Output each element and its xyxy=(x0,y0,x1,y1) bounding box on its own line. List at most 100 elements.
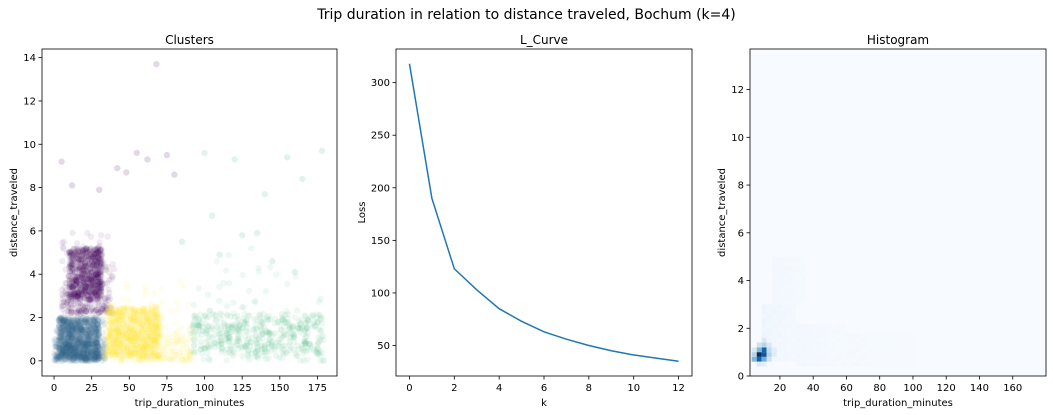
scatter-point xyxy=(87,274,94,281)
histogram-haze-cell xyxy=(801,266,807,271)
lcurve-frame xyxy=(395,48,693,377)
histogram-haze-cell xyxy=(886,356,892,362)
scatter-point xyxy=(83,271,91,278)
scatter-point xyxy=(155,353,163,360)
histogram-haze-cell xyxy=(891,347,897,353)
histogram-haze-cell xyxy=(911,333,917,338)
histogram-haze-cell xyxy=(886,337,892,343)
scatter-point xyxy=(73,252,80,259)
scatter-point xyxy=(80,275,88,283)
scatter-point xyxy=(308,313,315,321)
histogram-haze-cell xyxy=(861,352,867,357)
scatter-point xyxy=(194,332,201,339)
histogram-haze-cell xyxy=(781,352,787,357)
x-tick-label: 2 xyxy=(451,383,457,394)
histogram-haze-cell xyxy=(831,342,837,348)
scatter-point xyxy=(119,295,126,302)
scatter-point xyxy=(265,355,272,362)
scatter-point xyxy=(66,281,73,288)
scatter-point xyxy=(81,262,88,269)
scatter-point xyxy=(65,249,73,256)
scatter-outlier-point xyxy=(284,154,291,161)
histogram-haze-cell xyxy=(801,294,807,300)
histogram-haze-cell xyxy=(796,333,802,338)
scatter-point xyxy=(64,289,71,297)
scatter-point xyxy=(103,280,111,287)
scatter-point xyxy=(88,305,96,312)
scatter-point xyxy=(73,256,81,263)
scatter-point xyxy=(105,276,113,284)
scatter-point xyxy=(68,292,76,299)
scatter-point xyxy=(59,299,66,307)
scatter-point xyxy=(106,309,113,316)
scatter-point xyxy=(74,294,81,301)
scatter-point xyxy=(99,280,107,287)
scatter-point xyxy=(105,297,112,304)
histogram-haze-cell xyxy=(861,333,867,338)
histogram-haze-cell xyxy=(811,352,817,357)
scatter-point xyxy=(74,277,81,285)
histogram-xlabel: trip_duration_minutes xyxy=(843,398,953,409)
x-tick-label: 140 xyxy=(970,383,989,394)
scatter-point xyxy=(215,331,222,338)
lcurve-xlabel: k xyxy=(541,398,547,409)
histogram-haze-cell xyxy=(911,347,917,353)
scatter-point xyxy=(75,258,82,266)
scatter-point xyxy=(58,303,65,310)
scatter-point xyxy=(66,293,73,301)
scatter-point xyxy=(86,276,94,283)
scatter-point xyxy=(87,276,95,283)
scatter-point xyxy=(91,278,98,285)
scatter-point xyxy=(76,280,83,288)
y-tick-label: 2 xyxy=(30,313,36,324)
scatter-point xyxy=(75,289,82,297)
scatter-point xyxy=(70,335,77,342)
histogram-bin xyxy=(751,347,757,353)
histogram-haze-cell xyxy=(801,323,807,329)
scatter-point xyxy=(68,294,75,301)
scatter-point xyxy=(98,285,105,292)
histogram-haze-cell xyxy=(841,337,847,343)
scatter-point xyxy=(77,273,84,280)
scatter-point xyxy=(97,289,104,296)
scatter-point xyxy=(81,253,88,261)
histogram-haze-cell xyxy=(796,280,802,286)
scatter-point xyxy=(94,271,101,278)
x-tick-label: 150 xyxy=(270,383,289,394)
scatter-point xyxy=(85,288,92,296)
scatter-point xyxy=(59,291,66,298)
scatter-point xyxy=(109,303,116,310)
scatter-point xyxy=(80,261,87,268)
scatter-point xyxy=(284,280,291,288)
scatter-point xyxy=(95,297,102,305)
scatter-point xyxy=(67,282,74,290)
scatter-point xyxy=(95,256,103,263)
histogram-haze-cell xyxy=(806,333,812,338)
x-tick-label: 50 xyxy=(123,383,136,394)
scatter-point xyxy=(86,272,93,279)
histogram-haze-cell xyxy=(786,256,792,262)
histogram-haze-cell xyxy=(796,361,802,367)
scatter-point xyxy=(78,273,85,280)
clusters-title: Clusters xyxy=(165,33,214,47)
scatter-point xyxy=(93,265,100,272)
histogram-haze-cell xyxy=(776,299,782,305)
scatter-point xyxy=(90,307,98,315)
scatter-point xyxy=(99,281,106,288)
scatter-point xyxy=(68,291,76,298)
scatter-point xyxy=(77,281,85,289)
x-tick-label: 125 xyxy=(233,383,252,394)
scatter-point xyxy=(260,345,268,352)
scatter-point xyxy=(70,292,78,299)
scatter-point xyxy=(273,271,280,278)
scatter-point xyxy=(77,260,84,267)
scatter-point xyxy=(89,247,96,254)
histogram-haze-cell xyxy=(766,337,772,343)
histogram-haze-cell xyxy=(776,266,782,271)
scatter-point xyxy=(96,251,104,259)
scatter-point xyxy=(85,275,92,282)
scatter-point xyxy=(82,273,89,280)
scatter-point xyxy=(80,269,87,276)
histogram-haze-cell xyxy=(791,294,797,300)
scatter-point xyxy=(84,249,91,256)
